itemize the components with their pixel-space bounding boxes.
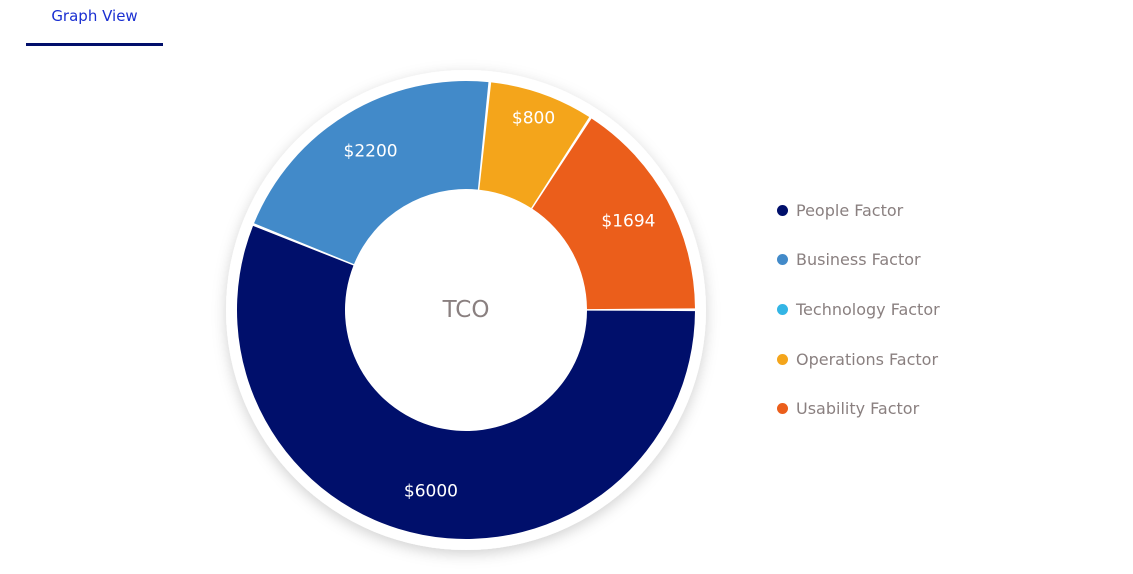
legend-dot-icon <box>777 254 788 266</box>
slice-business-factor[interactable] <box>254 80 489 265</box>
donut-slice-labels: $6000 $2200 $800 $1694 <box>344 109 656 502</box>
legend-item-people-factor[interactable]: People Factor <box>777 198 940 222</box>
legend-label: Technology Factor <box>796 299 940 319</box>
legend-label: People Factor <box>796 200 904 220</box>
legend-dot-icon <box>777 204 788 216</box>
legend-dot-icon <box>777 303 788 315</box>
donut-slices <box>237 80 695 539</box>
legend-label: Business Factor <box>796 250 921 270</box>
legend-dot-icon <box>777 403 788 415</box>
legend-item-operations-factor[interactable]: Operations Factor <box>777 347 940 371</box>
legend-item-technology-factor[interactable]: Technology Factor <box>777 297 940 321</box>
slice-label-usability-factor: $1694 <box>601 211 655 231</box>
legend-label: Operations Factor <box>796 349 939 369</box>
legend-dot-icon <box>777 353 788 365</box>
tab-graph-view-label: Graph View <box>51 7 138 25</box>
slice-people-factor[interactable] <box>237 225 695 539</box>
legend-item-business-factor[interactable]: Business Factor <box>777 248 940 272</box>
tab-graph-view[interactable]: Graph View <box>26 0 163 46</box>
tco-donut-chart: $6000 $2200 $800 $1694 TCO <box>226 70 706 550</box>
chart-legend: People Factor Business Factor Technology F… <box>777 198 940 446</box>
slice-usability-factor[interactable] <box>532 118 695 310</box>
slice-label-operations-factor: $800 <box>512 109 555 129</box>
donut-center-label: TCO <box>442 297 490 323</box>
slice-operations-factor[interactable] <box>479 82 590 209</box>
active-tab-indicator <box>26 43 163 46</box>
slice-label-people-factor: $6000 <box>404 482 458 502</box>
slice-label-business-factor: $2200 <box>344 142 398 162</box>
legend-item-usability-factor[interactable]: Usability Factor <box>777 397 940 421</box>
legend-label: Usability Factor <box>796 399 920 419</box>
